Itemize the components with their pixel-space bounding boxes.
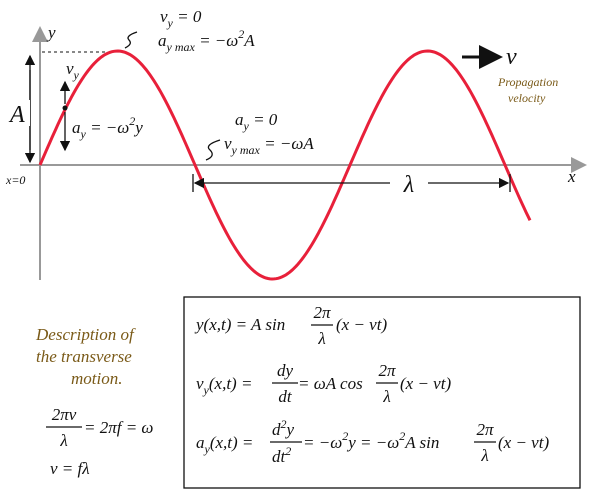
label-bg	[8, 100, 30, 126]
y-axis-label: y	[46, 23, 56, 42]
fraction-numerator: 2π	[313, 303, 331, 322]
equals: = −ωA	[260, 134, 314, 153]
symbol: v	[66, 59, 74, 78]
symbol: A	[243, 31, 255, 50]
fraction-denominator: dt	[278, 387, 293, 406]
equals: = −ω	[86, 118, 129, 137]
equation: ay(x,t) =	[196, 433, 253, 456]
equation: = −ω2y = −ω2A sin	[303, 429, 439, 452]
x-axis-label: x	[567, 167, 576, 186]
wave	[38, 49, 532, 281]
subscript: y max	[166, 40, 196, 54]
ay-label: ay = −ω2y	[72, 114, 143, 141]
equation: vy(x,t) =	[196, 374, 252, 397]
node-note: ay = 0	[235, 110, 278, 133]
equation: (x − vt)	[400, 374, 451, 393]
subscript: y	[80, 127, 87, 141]
subscript: y	[204, 442, 211, 456]
fraction-denominator: λ	[480, 446, 488, 465]
symbol: dt	[272, 447, 287, 466]
superscript: 2	[238, 27, 244, 41]
superscript: 2	[129, 114, 135, 128]
vy-label: vy	[66, 59, 80, 82]
origin-label: x=0	[5, 173, 25, 187]
propagation-symbol: v	[506, 44, 517, 70]
equals: (x,t) =	[209, 374, 253, 393]
fraction-numerator: 2π	[476, 420, 494, 439]
pointer	[124, 31, 138, 49]
symbol: y	[133, 118, 143, 137]
wavelength-label: λ	[403, 172, 414, 198]
superscript: 2	[342, 429, 348, 443]
equation: (x − vt)	[498, 433, 549, 452]
amplitude-label: A	[8, 102, 25, 128]
description-line: Description of	[35, 325, 136, 344]
propagation-caption: Propagation	[497, 75, 558, 89]
symbol: a	[235, 110, 244, 129]
symbol: v	[160, 7, 168, 26]
subscript: y	[73, 68, 80, 82]
fraction-numerator: 2πv	[52, 405, 77, 424]
equation: = ωA cos	[298, 374, 363, 393]
relation: = 2πf = ω	[84, 418, 153, 437]
symbol: a	[72, 118, 81, 137]
symbol: v	[196, 374, 204, 393]
fraction-denominator: λ	[382, 387, 390, 406]
equals: = −ω	[195, 31, 238, 50]
symbol: v	[224, 134, 232, 153]
symbol: y	[285, 420, 295, 439]
term: A sin	[404, 433, 439, 452]
relation: v = fλ	[50, 459, 90, 478]
crest-note: vy = 0	[160, 7, 202, 30]
equation-box	[183, 296, 581, 489]
equals: (x,t) =	[210, 433, 254, 452]
superscript: 2	[399, 429, 405, 443]
term: y = −ω	[346, 433, 399, 452]
propagation-caption: velocity	[508, 91, 546, 105]
symbol: a	[196, 433, 205, 452]
fraction-numerator: 2π	[378, 361, 396, 380]
superscript: 2	[281, 417, 287, 431]
fraction-numerator: d2y	[272, 417, 295, 439]
node-note: vy max = −ωA	[224, 134, 314, 157]
symbol: a	[158, 31, 167, 50]
symbol: d	[272, 420, 281, 439]
fraction-denominator: λ	[59, 431, 67, 450]
equation: y(x,t) = A sin	[194, 315, 285, 334]
crest-note: ay max = −ω2A	[158, 27, 255, 54]
equals: = 0	[173, 7, 202, 26]
equation: (x − vt)	[336, 315, 387, 334]
description-line: motion.	[71, 369, 122, 388]
subscript: y	[203, 383, 210, 397]
particle	[62, 105, 68, 111]
fraction-denominator: dt2	[272, 444, 291, 466]
fraction-denominator: λ	[317, 329, 325, 348]
subscript: y	[167, 16, 174, 30]
subscript: y max	[231, 143, 261, 157]
equals: = 0	[249, 110, 278, 129]
term: = −ω	[303, 433, 342, 452]
superscript: 2	[285, 444, 291, 458]
subscript: y	[243, 119, 250, 133]
description-line: the transverse	[36, 347, 132, 366]
fraction-numerator: dy	[277, 361, 294, 380]
pointer	[205, 139, 221, 161]
